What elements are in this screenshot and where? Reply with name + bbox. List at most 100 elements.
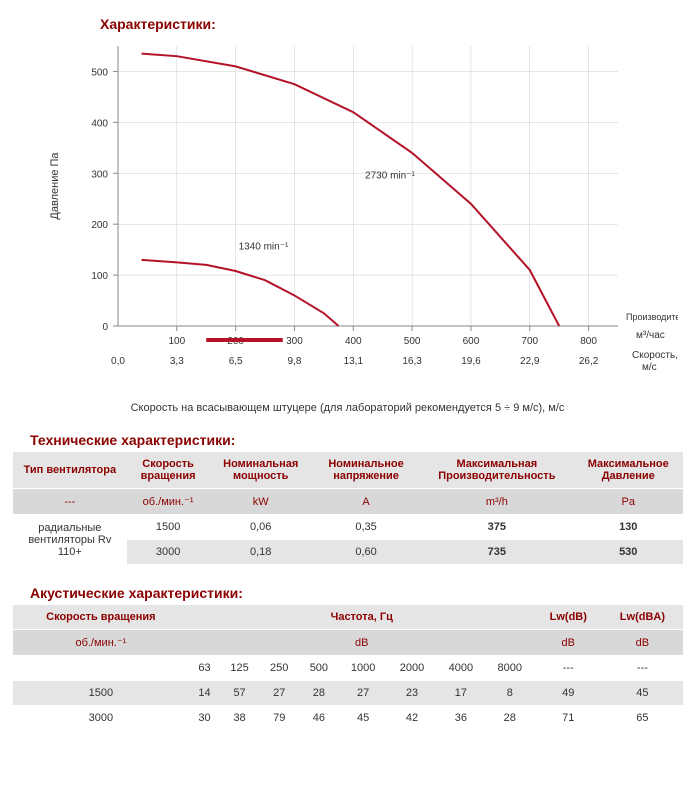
acoustic-table: Скорость вращенияЧастота, ГцLw(dB)Lw(dBA… (13, 605, 683, 731)
svg-text:400: 400 (344, 336, 361, 347)
ac-header-speed: Скорость вращения (13, 605, 190, 630)
title-acoustic: Акустические характеристики: (30, 585, 685, 601)
tech-unit: --- (13, 489, 128, 515)
tech-header: Максимальная Производительность (420, 452, 574, 489)
ac-cell: 46 (299, 706, 339, 731)
fan-type-cell: радиальные вентиляторы Rv 110+ (13, 515, 128, 565)
tech-header: Тип вентилятора (13, 452, 128, 489)
ac-cell: 45 (602, 681, 682, 706)
svg-text:700: 700 (521, 336, 538, 347)
svg-text:0,0: 0,0 (111, 356, 125, 367)
tech-cell: 0,06 (209, 515, 312, 540)
tech-header: Максимальное Давление (574, 452, 683, 489)
pressure-flow-chart: 0100200300400500100200300400500600700800… (18, 36, 678, 396)
ac-unit: dB (602, 630, 682, 656)
ac-unit: об./мин.⁻¹ (13, 630, 190, 656)
svg-text:13,1: 13,1 (343, 356, 363, 367)
ac-cell: 27 (259, 681, 299, 706)
ac-freq-col: 8000 (485, 656, 534, 681)
tech-unit: A (312, 489, 419, 515)
ac-cell: 14 (189, 681, 219, 706)
ac-cell: 23 (388, 681, 437, 706)
svg-text:300: 300 (91, 169, 108, 180)
tech-cell: 0,35 (312, 515, 419, 540)
ac-cell: 38 (220, 706, 260, 731)
technical-table: Тип вентилятораСкорость вращенияНоминаль… (13, 452, 683, 565)
ac-cell: 45 (339, 706, 388, 731)
svg-text:300: 300 (286, 336, 303, 347)
ac-cell: --- (534, 656, 602, 681)
ac-freq-col: 125 (220, 656, 260, 681)
ac-cell: 71 (534, 706, 602, 731)
tech-cell: 375 (420, 515, 574, 540)
title-technical: Технические характеристики: (30, 432, 685, 448)
ac-cell: 28 (485, 706, 534, 731)
ac-freq-col: 250 (259, 656, 299, 681)
ac-freq-col: 500 (299, 656, 339, 681)
svg-text:2730 min⁻¹: 2730 min⁻¹ (365, 170, 415, 181)
ac-cell: --- (602, 656, 682, 681)
svg-text:400: 400 (91, 118, 108, 129)
svg-text:0: 0 (102, 322, 108, 333)
svg-text:9,8: 9,8 (287, 356, 301, 367)
svg-text:Производительность: Производительность (626, 312, 678, 322)
tech-cell: 530 (574, 540, 683, 565)
svg-text:6,5: 6,5 (228, 356, 242, 367)
svg-text:Скорость,: Скорость, (632, 350, 678, 361)
tech-cell: 0,60 (312, 540, 419, 565)
chart-caption: Скорость на всасывающем штуцере (для лаб… (10, 402, 685, 414)
tech-cell: 0,18 (209, 540, 312, 565)
ac-cell: 17 (436, 681, 485, 706)
svg-text:19,6: 19,6 (461, 356, 481, 367)
tech-header: Номинальное напряжение (312, 452, 419, 489)
ac-cell: 8 (485, 681, 534, 706)
tech-header: Номинальная мощность (209, 452, 312, 489)
ac-header-freq: Частота, Гц (189, 605, 534, 630)
ac-cell: 57 (220, 681, 260, 706)
svg-text:16,3: 16,3 (402, 356, 422, 367)
svg-text:600: 600 (462, 336, 479, 347)
ac-cell (13, 656, 190, 681)
svg-text:м³/час: м³/час (636, 330, 665, 341)
ac-freq-col: 2000 (388, 656, 437, 681)
ac-header-lwa: Lw(dBA) (602, 605, 682, 630)
svg-text:800: 800 (580, 336, 597, 347)
ac-cell: 27 (339, 681, 388, 706)
ac-freq-col: 63 (189, 656, 219, 681)
svg-text:22,9: 22,9 (520, 356, 540, 367)
ac-cell: 36 (436, 706, 485, 731)
ac-header-lw: Lw(dB) (534, 605, 602, 630)
ac-unit: dB (189, 630, 534, 656)
tech-cell: 130 (574, 515, 683, 540)
tech-cell: 3000 (127, 540, 209, 565)
ac-cell: 65 (602, 706, 682, 731)
tech-unit: kW (209, 489, 312, 515)
svg-text:500: 500 (91, 67, 108, 78)
ac-cell: 49 (534, 681, 602, 706)
ac-cell: 30 (189, 706, 219, 731)
ac-cell: 28 (299, 681, 339, 706)
svg-text:1340 min⁻¹: 1340 min⁻¹ (238, 242, 288, 253)
svg-text:26,2: 26,2 (578, 356, 598, 367)
tech-unit: Pa (574, 489, 683, 515)
ac-freq-col: 1000 (339, 656, 388, 681)
ac-cell: 42 (388, 706, 437, 731)
svg-text:м/с: м/с (642, 362, 657, 373)
svg-text:100: 100 (168, 336, 185, 347)
svg-text:Давление Па: Давление Па (49, 152, 61, 220)
ac-cell: 79 (259, 706, 299, 731)
title-characteristics: Характеристики: (100, 16, 685, 32)
svg-text:200: 200 (91, 220, 108, 231)
tech-cell: 1500 (127, 515, 209, 540)
svg-text:500: 500 (403, 336, 420, 347)
tech-header: Скорость вращения (127, 452, 209, 489)
svg-text:3,3: 3,3 (169, 356, 183, 367)
ac-freq-col: 4000 (436, 656, 485, 681)
svg-text:100: 100 (91, 271, 108, 282)
ac-cell: 3000 (13, 706, 190, 731)
tech-unit: об./мин.⁻¹ (127, 489, 209, 515)
ac-cell: 1500 (13, 681, 190, 706)
tech-unit: m³/h (420, 489, 574, 515)
tech-cell: 735 (420, 540, 574, 565)
ac-unit: dB (534, 630, 602, 656)
